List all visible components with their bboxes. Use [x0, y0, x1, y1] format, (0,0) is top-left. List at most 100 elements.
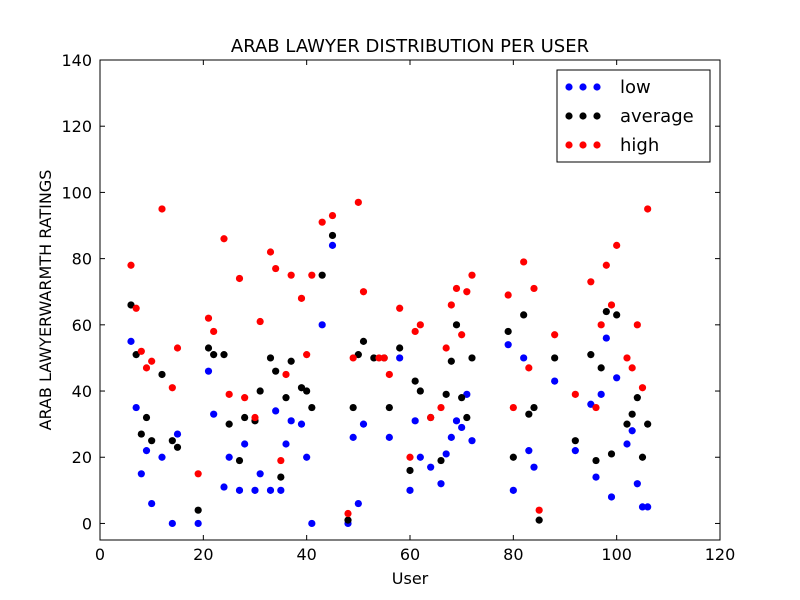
- data-point-average: [210, 351, 218, 359]
- data-point-high: [354, 198, 362, 206]
- data-point-average: [328, 231, 337, 240]
- data-point-average: [571, 437, 579, 445]
- data-point-low: [137, 470, 145, 478]
- data-point-high: [638, 384, 647, 392]
- legend-item-low: low: [565, 77, 651, 98]
- data-point-high: [127, 261, 135, 269]
- y-tick-label: 40: [72, 382, 92, 401]
- data-point-low: [468, 437, 476, 445]
- data-point-high: [359, 288, 368, 296]
- legend-marker: [579, 112, 587, 120]
- data-point-average: [344, 516, 352, 524]
- data-point-high: [303, 351, 311, 359]
- data-point-low: [437, 480, 445, 488]
- data-point-average: [220, 351, 228, 359]
- data-point-average: [592, 456, 600, 465]
- data-point-high: [458, 331, 466, 339]
- legend-label: average: [620, 106, 694, 127]
- data-point-low: [447, 433, 455, 441]
- y-tick-label: 140: [61, 51, 92, 70]
- data-point-average: [607, 450, 616, 458]
- data-point-average: [633, 394, 641, 402]
- data-point-average: [468, 354, 476, 362]
- data-point-average: [272, 367, 280, 375]
- legend-marker: [593, 83, 601, 91]
- data-point-low: [359, 420, 368, 428]
- legend-marker: [579, 83, 587, 91]
- data-point-average: [535, 516, 543, 524]
- data-point-average: [463, 413, 471, 422]
- data-point-high: [385, 370, 393, 379]
- data-point-low: [127, 337, 135, 345]
- data-point-average: [613, 311, 621, 319]
- data-point-average: [628, 410, 636, 418]
- data-point-low: [411, 417, 419, 425]
- data-point-high: [297, 294, 306, 302]
- data-point-high: [173, 344, 182, 352]
- data-point-low: [504, 341, 512, 349]
- x-tick-label: 0: [95, 545, 105, 564]
- data-point-low: [463, 390, 471, 398]
- data-point-low: [194, 519, 202, 528]
- data-point-low: [277, 486, 285, 494]
- data-point-low: [235, 486, 244, 494]
- y-axis-ticks: 0 20 40 60 80 100 120 140: [61, 51, 720, 533]
- data-point-average: [132, 351, 140, 359]
- data-point-low: [633, 480, 641, 488]
- data-point-average: [458, 394, 466, 402]
- x-axis-ticks: 0 20 40 60 80 100 120: [95, 60, 735, 564]
- data-point-average: [551, 354, 559, 362]
- data-point-high: [447, 301, 455, 309]
- data-point-high: [220, 235, 228, 243]
- data-point-high: [602, 261, 610, 269]
- y-tick-label: 120: [61, 117, 92, 136]
- data-point-high: [504, 291, 512, 299]
- data-point-high: [535, 506, 543, 514]
- data-point-average: [127, 301, 135, 309]
- legend-marker: [565, 83, 573, 91]
- y-tick-label: 20: [72, 448, 92, 467]
- data-point-high: [272, 264, 280, 273]
- series-average: [127, 231, 652, 524]
- data-point-high: [204, 314, 213, 322]
- y-tick-label: 80: [72, 250, 92, 269]
- data-point-average: [142, 413, 151, 422]
- data-point-high: [633, 321, 641, 329]
- legend-label: low: [620, 77, 651, 98]
- data-point-average: [447, 357, 455, 365]
- legend-item-average: average: [565, 106, 694, 127]
- data-point-high: [266, 248, 275, 256]
- data-point-average: [437, 456, 445, 465]
- x-tick-label: 100: [601, 545, 632, 564]
- data-point-low: [587, 400, 595, 408]
- data-point-average: [525, 410, 533, 418]
- data-point-average: [225, 420, 233, 428]
- data-point-average: [406, 466, 414, 475]
- data-point-high: [349, 354, 357, 362]
- data-point-high: [344, 509, 352, 518]
- data-point-high: [137, 347, 145, 355]
- data-point-high: [282, 370, 290, 379]
- data-point-low: [173, 430, 182, 438]
- data-point-low: [644, 503, 652, 511]
- data-point-high: [277, 456, 285, 465]
- y-tick-label: 0: [82, 514, 92, 533]
- data-point-average: [385, 403, 393, 412]
- data-point-average: [282, 394, 290, 402]
- data-point-average: [158, 370, 166, 379]
- data-point-low: [551, 377, 559, 385]
- legend-marker: [565, 141, 573, 149]
- data-point-average: [359, 337, 368, 345]
- data-point-average: [530, 403, 538, 412]
- data-point-high: [380, 354, 388, 362]
- data-point-low: [297, 420, 306, 428]
- data-point-average: [370, 354, 378, 362]
- x-axis-title: User: [392, 569, 429, 588]
- data-point-average: [241, 413, 249, 422]
- data-point-low: [148, 499, 156, 508]
- data-point-low: [142, 447, 151, 455]
- data-point-average: [168, 437, 176, 445]
- data-point-high: [592, 403, 600, 412]
